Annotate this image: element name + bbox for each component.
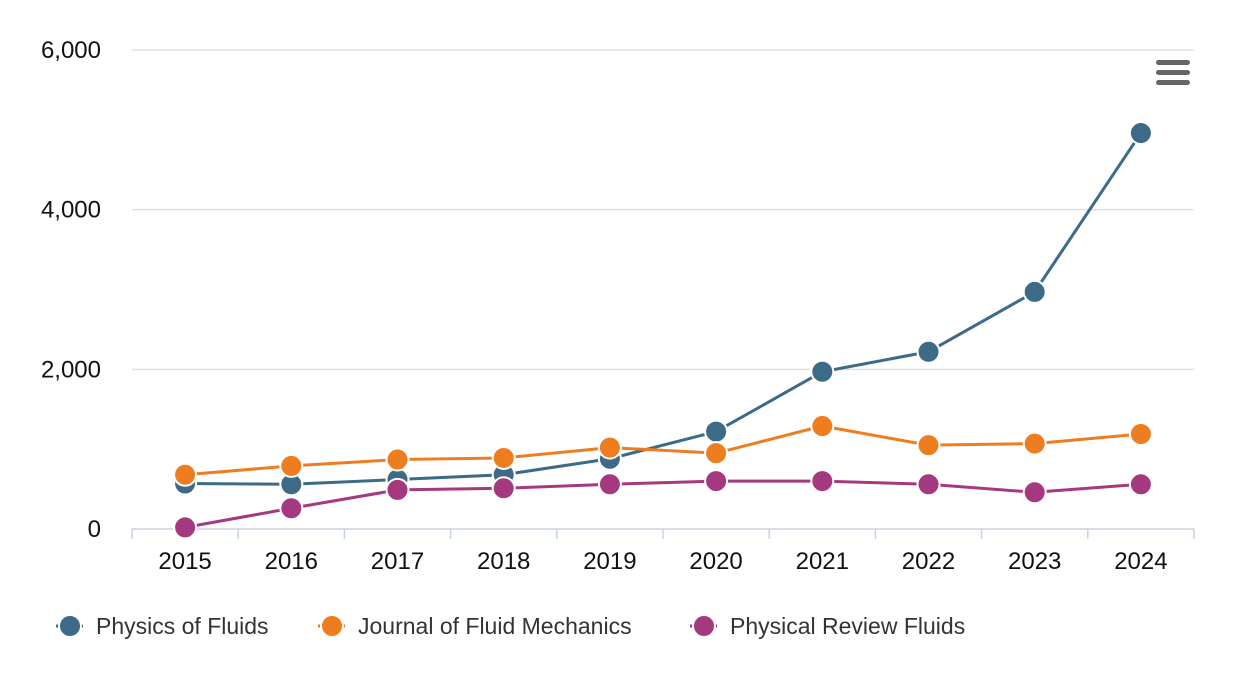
- data-point[interactable]: [385, 477, 410, 502]
- data-point[interactable]: [810, 359, 835, 384]
- legend-marker-icon: [692, 614, 716, 638]
- legend-item[interactable]: Physical Review Fluids: [690, 613, 965, 639]
- data-point[interactable]: [916, 472, 941, 497]
- legend-label: Journal of Fluid Mechanics: [358, 613, 632, 639]
- data-point[interactable]: [1022, 279, 1047, 304]
- y-tick-label: 0: [88, 516, 101, 543]
- hamburger-menu-icon: [1156, 60, 1190, 65]
- x-tick-label: 2018: [477, 548, 530, 575]
- grid-lines: [132, 49, 1194, 371]
- legend-item[interactable]: Physics of Fluids: [56, 613, 269, 639]
- x-tick-label: 2016: [265, 548, 318, 575]
- y-tick-label: 2,000: [41, 356, 101, 383]
- legend-marker-icon: [58, 614, 82, 638]
- series-physics-of-fluids: [173, 121, 1153, 497]
- data-point[interactable]: [597, 472, 622, 497]
- x-tick-label: 2019: [583, 548, 636, 575]
- x-tick-label: 2017: [371, 548, 424, 575]
- data-point[interactable]: [810, 414, 835, 439]
- legend-marker-icon: [320, 614, 344, 638]
- x-tick-label: 2015: [158, 548, 211, 575]
- data-point[interactable]: [279, 453, 304, 478]
- data-point[interactable]: [173, 515, 198, 540]
- x-tick-label: 2022: [902, 548, 955, 575]
- legend-label: Physics of Fluids: [96, 613, 269, 639]
- x-tick-label: 2024: [1114, 548, 1167, 575]
- hamburger-menu-icon-bar: [1156, 80, 1190, 85]
- series-line: [184, 479, 1142, 529]
- data-point[interactable]: [704, 469, 729, 494]
- series-line: [185, 132, 1143, 486]
- series-layer: [173, 121, 1153, 540]
- data-point[interactable]: [704, 441, 729, 466]
- legend-label: Physical Review Fluids: [730, 613, 965, 639]
- data-point[interactable]: [916, 433, 941, 458]
- series-physical-review-fluids: [173, 469, 1153, 540]
- data-point[interactable]: [173, 462, 198, 487]
- series-journal-of-fluid-mechanics: [173, 414, 1153, 487]
- data-point[interactable]: [597, 435, 622, 460]
- data-point[interactable]: [1022, 480, 1047, 505]
- data-point[interactable]: [810, 469, 835, 494]
- data-point[interactable]: [1128, 472, 1153, 497]
- data-point[interactable]: [916, 339, 941, 364]
- x-tick-label: 2020: [689, 548, 742, 575]
- x-tick-label: 2021: [796, 548, 849, 575]
- data-point[interactable]: [1022, 431, 1047, 456]
- series-line: [184, 424, 1142, 477]
- x-axis: 2015 2016 2017 2018 2019 2020 2021 2022 2023 2024: [131, 528, 1195, 575]
- data-point[interactable]: [385, 447, 410, 472]
- data-point[interactable]: [279, 496, 304, 521]
- data-point[interactable]: [1128, 121, 1153, 146]
- data-point[interactable]: [1128, 421, 1153, 446]
- legend-item[interactable]: Journal of Fluid Mechanics: [318, 613, 632, 639]
- data-point[interactable]: [704, 419, 729, 444]
- chart-menu-button[interactable]: [1150, 56, 1192, 92]
- x-tick-label: 2023: [1008, 548, 1061, 575]
- hamburger-menu-icon-bar: [1156, 70, 1190, 75]
- y-tick-label: 4,000: [41, 197, 101, 224]
- data-point[interactable]: [491, 445, 516, 470]
- y-axis: 0 2,000 4,000 6,000: [41, 37, 101, 543]
- legend: Physics of Fluids Journal of Fluid Mechan…: [56, 613, 965, 639]
- data-point[interactable]: [491, 476, 516, 501]
- y-tick-label: 6,000: [41, 37, 101, 64]
